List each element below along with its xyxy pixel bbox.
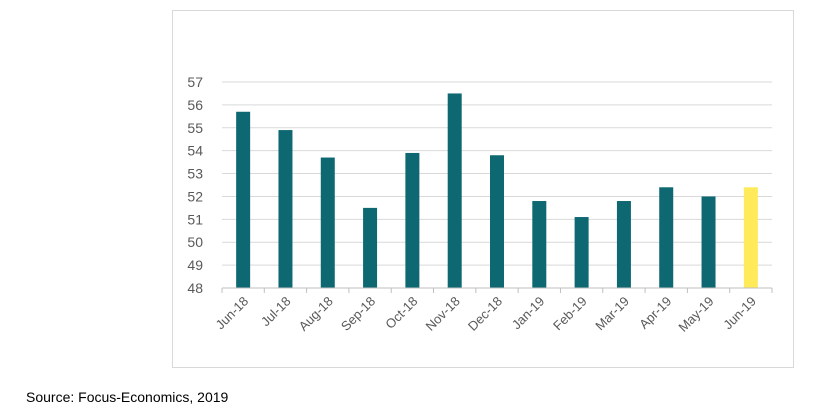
chart-frame	[172, 10, 794, 368]
x-tick-label: Sep-18	[338, 294, 378, 334]
bar-jun-19	[743, 187, 758, 288]
y-tick-label: 50	[187, 234, 203, 250]
bar-oct-18	[405, 152, 420, 288]
gridlines	[222, 81, 772, 266]
bar-nov-18	[447, 93, 462, 288]
y-tick-label: 49	[187, 257, 203, 273]
bar-jul-18	[278, 130, 293, 288]
y-tick-label: 48	[187, 280, 203, 296]
x-tick-label: Jun-18	[213, 294, 252, 333]
y-tick-labels: 48 49 50 51 52 53 54 55 56 57	[187, 74, 203, 296]
bar-apr-19	[659, 187, 674, 288]
y-tick-label: 55	[187, 120, 203, 136]
bar-jun-18	[236, 111, 251, 288]
y-tick-label: 56	[187, 97, 203, 113]
x-tick-label: Oct-18	[382, 294, 420, 332]
y-tick-label: 57	[187, 74, 203, 90]
x-tick-label: May-19	[675, 294, 716, 335]
x-tick-label: Dec-18	[465, 294, 505, 334]
x-tick-label: Mar-19	[592, 294, 632, 334]
x-tick-label: Aug-18	[296, 294, 336, 334]
bar-may-19	[701, 196, 716, 288]
source-note: Source: Focus-Economics, 2019	[26, 389, 229, 405]
x-tick-label: Apr-19	[636, 294, 674, 332]
bar-feb-19	[574, 217, 589, 288]
bar-mar-19	[616, 201, 631, 288]
x-tick-label: Jul-18	[258, 294, 294, 330]
x-tick-label: Feb-19	[550, 294, 590, 334]
bar-sep-18	[363, 207, 378, 288]
y-tick-label: 52	[187, 188, 203, 204]
x-tick-label: Jan-19	[509, 294, 548, 333]
axes	[221, 287, 773, 293]
y-tick-label: 51	[187, 211, 203, 227]
x-tick-label: Nov-18	[423, 294, 463, 334]
y-tick-label: 54	[187, 143, 203, 159]
bar-jan-19	[532, 201, 547, 288]
x-tick-label: Jun-19	[720, 294, 759, 333]
x-tick-labels: Jun-18 Jul-18 Aug-18 Sep-18 Oct-18 Nov-18 Dec-…	[213, 294, 759, 335]
bar-aug-18	[320, 157, 335, 288]
bars	[236, 93, 758, 288]
y-tick-label: 53	[187, 166, 203, 182]
bar-dec-18	[490, 155, 504, 288]
